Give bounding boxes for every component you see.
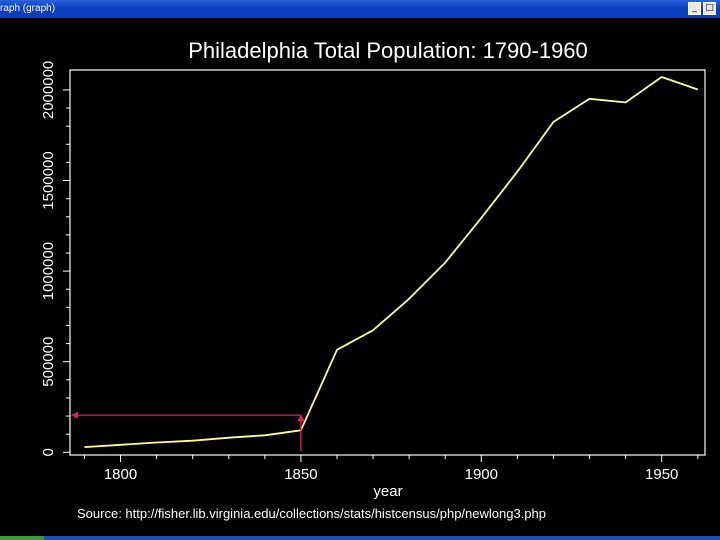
annotation-arrowhead-up [297, 414, 305, 422]
annotation-arrowhead [71, 411, 78, 419]
taskbar-strip [0, 536, 720, 540]
population-line [84, 76, 699, 448]
y-tick-label: 0 [40, 448, 57, 456]
maximize-button[interactable]: □ [703, 2, 716, 15]
chart-axes: 1800 1850 1900 1950 0 500000 1000000 1500000 200… [40, 61, 706, 483]
series-layer [84, 76, 699, 448]
x-tick-label: 1900 [465, 466, 498, 483]
window-title: raph (graph) [0, 3, 56, 14]
population-chart: Philadelphia Total Population: 1790-1960… [40, 38, 706, 521]
plot-frame [69, 69, 706, 456]
annotation-layer [71, 411, 305, 451]
source-note: Source: http://fisher.lib.virginia.edu/c… [77, 506, 546, 521]
y-tick-label: 1500000 [40, 151, 57, 209]
start-button[interactable] [0, 536, 44, 540]
y-tick-label: 500000 [40, 337, 57, 387]
x-tick-label: 1850 [284, 466, 317, 483]
y-tick-label: 2000000 [40, 61, 57, 119]
title-bar[interactable]: raph (graph) _ □ [0, 0, 720, 18]
y-tick-label: 1000000 [40, 242, 57, 300]
x-tick-label: 1800 [104, 466, 137, 483]
minimize-button[interactable]: _ [688, 2, 701, 15]
chart-title: Philadelphia Total Population: 1790-1960 [188, 38, 588, 63]
x-axis-label: year [373, 483, 402, 500]
x-tick-label: 1950 [645, 466, 678, 483]
